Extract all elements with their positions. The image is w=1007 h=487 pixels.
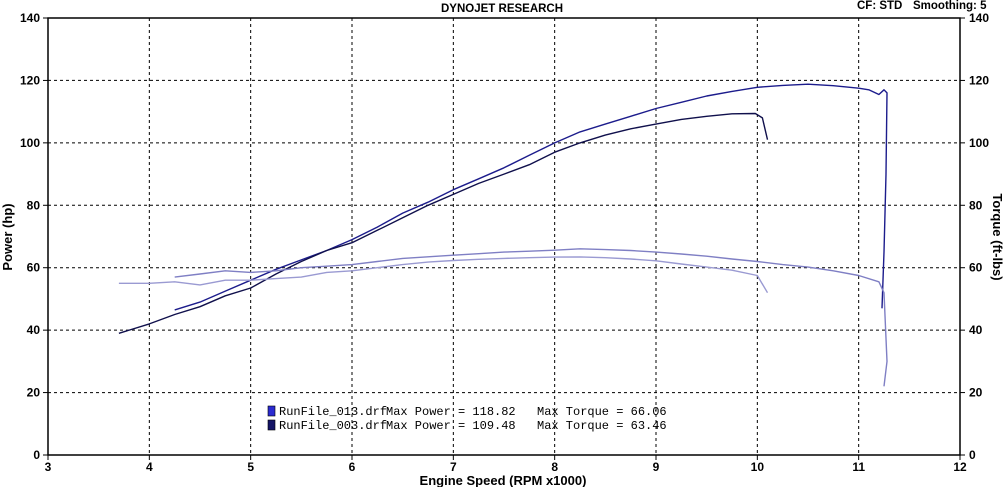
legend-file: RunFile_013.drf <box>279 405 387 419</box>
legend: RunFile_013.drf Max Power = 118.82 Max T… <box>267 405 667 433</box>
x-tick-label: 10 <box>751 460 765 474</box>
series-line-power <box>174 83 888 311</box>
x-tick-label: 8 <box>551 460 558 474</box>
y-axis-label-right: Torque (ft-lbs) <box>990 193 1005 280</box>
x-tick-label: 3 <box>45 460 52 474</box>
x-tick-label: 11 <box>852 460 865 474</box>
legend-max-torque: Max Torque = 66.06 <box>537 405 667 419</box>
y-axis-label-left: Power (hp) <box>0 203 15 270</box>
x-tick-label: 4 <box>146 460 153 474</box>
legend-max-power: Max Power = 118.82 <box>386 405 516 419</box>
y-tick-label-left: 0 <box>33 448 40 462</box>
grid <box>48 18 960 455</box>
y-tick-label-left: 80 <box>27 198 41 212</box>
y-tick-label-left: 60 <box>27 261 41 275</box>
y-tick-label-right: 120 <box>969 73 989 87</box>
y-tick-label-right: 40 <box>969 323 983 337</box>
x-axis-label: Engine Speed (RPM x1000) <box>420 473 587 487</box>
legend-max-power: Max Power = 109.48 <box>386 419 516 433</box>
y-tick-label-left: 20 <box>27 386 41 400</box>
series-layer <box>118 83 888 387</box>
legend-item: RunFile_003.drf Max Power = 109.48 Max T… <box>267 419 667 433</box>
y-tick-label-right: 100 <box>969 136 989 150</box>
y-tick-label-right: 60 <box>969 261 983 275</box>
x-tick-label: 9 <box>653 460 660 474</box>
smoothing-label: Smoothing: 5 <box>913 0 987 12</box>
plot-frame <box>47 17 961 456</box>
legend-file: RunFile_003.drf <box>279 419 387 433</box>
series-line-torque <box>174 248 888 387</box>
chart-title: DYNOJET RESEARCH <box>441 3 564 15</box>
y-tick-label-right: 80 <box>969 198 983 212</box>
legend-max-torque: Max Torque = 63.46 <box>537 419 667 433</box>
y-tick-label-left: 100 <box>20 136 40 150</box>
cf-label: CF: STD <box>857 0 903 12</box>
legend-swatch <box>267 419 276 431</box>
y-tick-label-right: 140 <box>969 11 989 25</box>
y-tick-label-left: 120 <box>20 73 40 87</box>
y-tick-label-left: 40 <box>27 323 41 337</box>
x-tick-label: 6 <box>349 460 356 474</box>
series-line-torque <box>118 256 769 294</box>
legend-swatch <box>267 405 276 417</box>
series-line-power <box>118 112 769 334</box>
x-tick-label: 5 <box>247 460 254 474</box>
x-tick-label: 7 <box>450 460 457 474</box>
x-tick-label: 12 <box>953 460 967 474</box>
y-tick-label-right: 0 <box>969 448 976 462</box>
y-tick-label-right: 20 <box>969 386 983 400</box>
y-tick-label-left: 140 <box>20 11 40 25</box>
legend-item: RunFile_013.drf Max Power = 118.82 Max T… <box>267 405 667 419</box>
